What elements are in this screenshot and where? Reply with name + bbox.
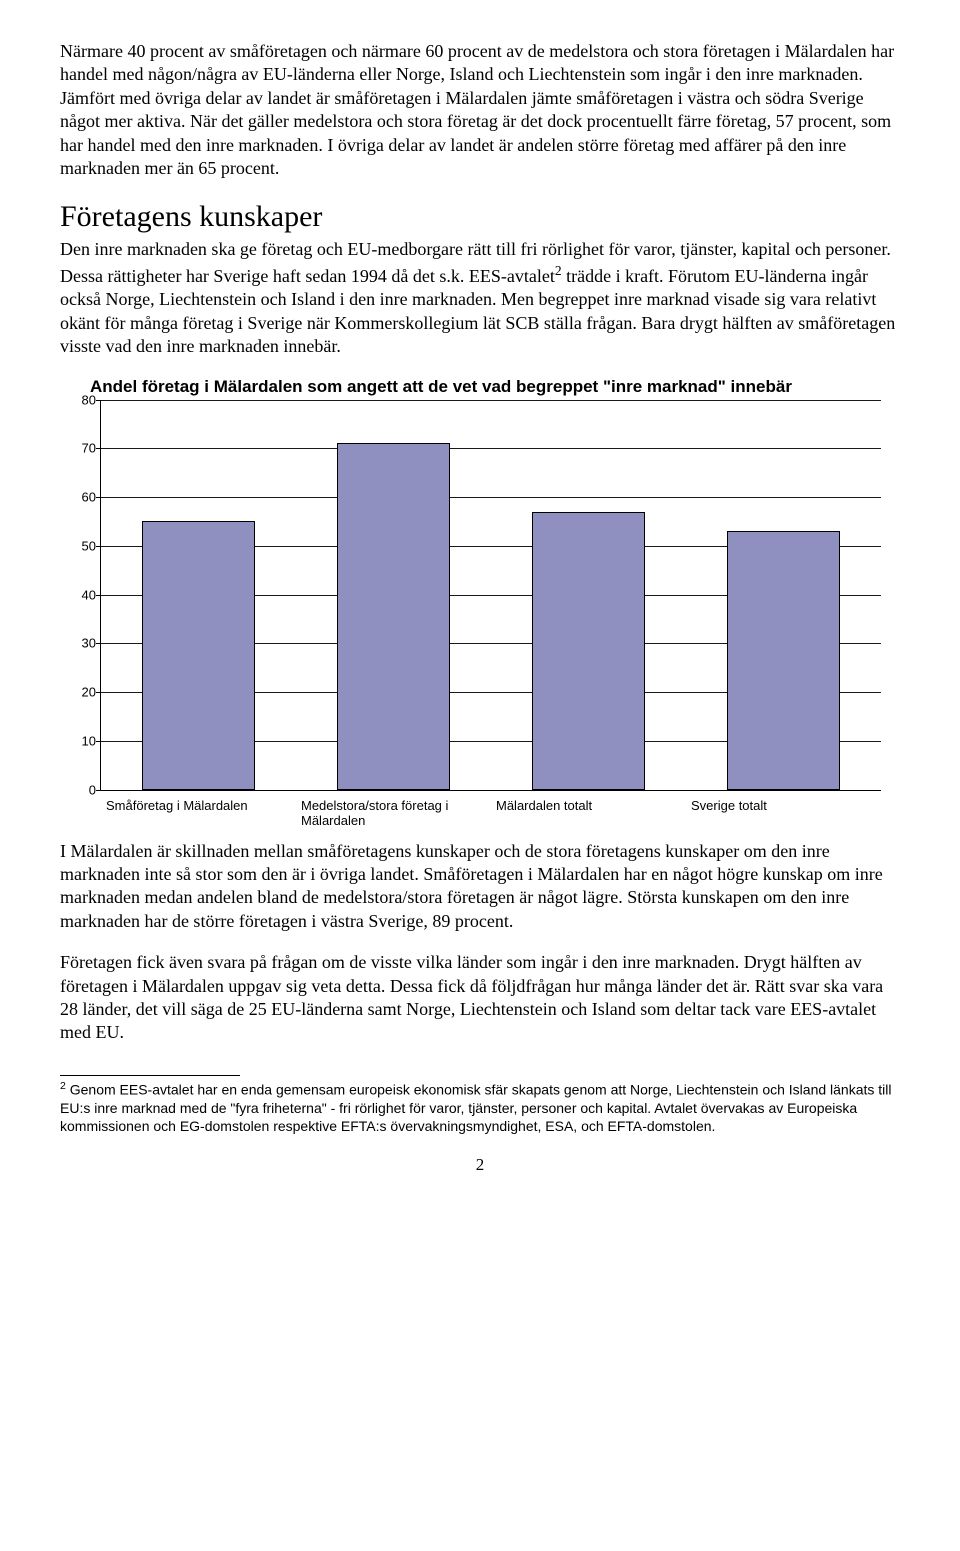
y-tick bbox=[96, 643, 100, 644]
bar-chart: 01020304050607080Småföretag i Mälardalen… bbox=[70, 400, 890, 840]
y-tick bbox=[96, 497, 100, 498]
bar bbox=[727, 531, 840, 789]
paragraph-3: I Mälardalen är skillnaden mellan småför… bbox=[60, 840, 900, 934]
y-tick bbox=[96, 400, 100, 401]
y-tick bbox=[96, 741, 100, 742]
y-tick bbox=[96, 595, 100, 596]
y-tick bbox=[96, 448, 100, 449]
bar bbox=[532, 512, 645, 790]
paragraph-1: Närmare 40 procent av småföretagen och n… bbox=[60, 40, 900, 180]
chart-wrap: 01020304050607080Småföretag i Mälardalen… bbox=[70, 400, 900, 840]
y-axis-label: 70 bbox=[70, 441, 96, 456]
chart-title: Andel företag i Mälardalen som angett at… bbox=[90, 376, 850, 397]
y-tick bbox=[96, 546, 100, 547]
page-container: Närmare 40 procent av småföretagen och n… bbox=[0, 0, 960, 1205]
y-axis-label: 40 bbox=[70, 587, 96, 602]
y-tick bbox=[96, 692, 100, 693]
y-axis-label: 0 bbox=[70, 782, 96, 797]
y-axis-label: 50 bbox=[70, 538, 96, 553]
x-axis-label: Sverige totalt bbox=[691, 798, 874, 814]
y-axis-label: 60 bbox=[70, 490, 96, 505]
paragraph-2: Den inre marknaden ska ge företag och EU… bbox=[60, 238, 900, 358]
plot-area bbox=[100, 400, 881, 791]
x-axis-label: Småföretag i Mälardalen bbox=[106, 798, 289, 814]
footnote-ref: 2 bbox=[555, 263, 562, 278]
footnote-body: Genom EES-avtalet har en enda gemensam e… bbox=[60, 1081, 892, 1133]
y-axis-label: 10 bbox=[70, 733, 96, 748]
section-heading: Företagens kunskaper bbox=[60, 200, 900, 234]
y-axis-label: 80 bbox=[70, 392, 96, 407]
footnote-rule bbox=[60, 1075, 240, 1076]
footnote-text: 2 Genom EES-avtalet har en enda gemensam… bbox=[60, 1080, 900, 1135]
y-axis-label: 20 bbox=[70, 685, 96, 700]
paragraph-4: Företagen fick även svara på frågan om d… bbox=[60, 951, 900, 1045]
bar bbox=[337, 443, 450, 789]
x-axis-label: Mälardalen totalt bbox=[496, 798, 679, 814]
gridline bbox=[101, 497, 881, 498]
y-axis-label: 30 bbox=[70, 636, 96, 651]
page-number: 2 bbox=[60, 1155, 900, 1175]
bar bbox=[142, 521, 255, 789]
x-axis-label: Medelstora/stora företag i Mälardalen bbox=[301, 798, 484, 829]
gridline bbox=[101, 400, 881, 401]
y-tick bbox=[96, 790, 100, 791]
gridline bbox=[101, 448, 881, 449]
